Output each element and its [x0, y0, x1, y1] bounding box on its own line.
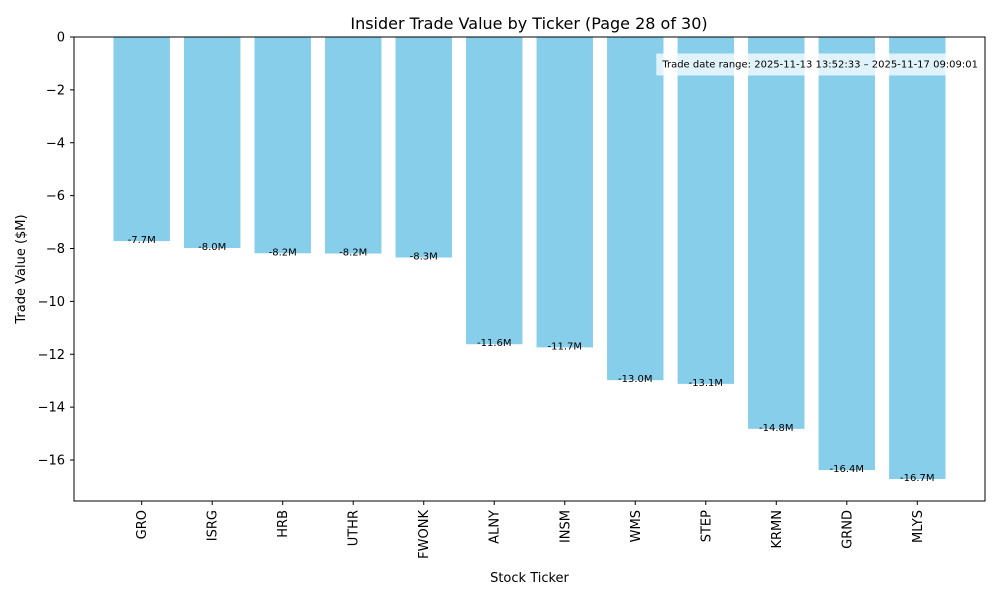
annotation: Trade date range: 2025-11-13 13:52:33 – …: [656, 53, 983, 76]
data-label-wms: -13.0M: [618, 374, 653, 385]
data-label-step: -13.1M: [689, 378, 724, 389]
y-tick-label: −2: [46, 83, 65, 98]
x-tick-label-isrg: ISRG: [206, 510, 221, 541]
data-label-uthr: -8.2M: [339, 248, 367, 259]
x-axis-title: Stock Ticker: [490, 571, 569, 586]
bar-isrg: [183, 37, 241, 248]
data-label-hrb: -8.2M: [269, 247, 297, 258]
bar-mlys: [889, 37, 946, 480]
y-tick-label: −4: [46, 136, 65, 151]
x-tick-label-wms: WMS: [629, 510, 644, 542]
bar-wms: [607, 37, 664, 381]
x-tick-label-hrb: HRB: [276, 510, 291, 538]
y-axis: 0 −2 −4 −6 −8 −10 −12 −14 −16: [38, 31, 74, 469]
y-tick-label: 0: [57, 31, 65, 46]
plot-frame: [73, 36, 986, 502]
y-tick-label: −10: [38, 295, 65, 310]
x-tick-label-krmn: KRMN: [770, 510, 785, 549]
data-label-alny: -11.6M: [477, 338, 512, 349]
bars-layer: [113, 37, 946, 480]
y-tick-label: −12: [38, 348, 65, 363]
data-label-fwonk: -8.3M: [410, 251, 438, 262]
y-axis-title: Trade Value ($M): [14, 214, 29, 324]
x-tick-label-uthr: UTHR: [347, 510, 362, 546]
data-label-gro: -7.7M: [128, 235, 156, 246]
data-label-insm: -11.7M: [547, 341, 582, 352]
x-axis: GRO ISRG HRB UTHR FWONK ALNY INSM WMS STEP KRMN GR…: [135, 501, 926, 559]
bar-fwonk: [395, 37, 452, 258]
x-tick-label-alny: ALNY: [488, 510, 503, 544]
chart-title: Insider Trade Value by Ticker (Page 28 o…: [350, 14, 707, 33]
y-tick-label: −6: [46, 189, 65, 204]
bar-gro: [113, 37, 170, 242]
bar-hrb: [254, 37, 311, 254]
x-tick-label-fwonk: FWONK: [417, 510, 432, 559]
data-label-grnd: -16.4M: [830, 464, 865, 475]
y-tick-label: −8: [46, 242, 65, 257]
annotation-box: [656, 53, 983, 76]
bar-alny: [466, 37, 523, 345]
data-label-krmn: -14.8M: [759, 423, 794, 434]
data-labels-layer: -7.7M -8.0M -8.2M -8.2M -8.3M -11.6M -11.7M -13…: [128, 235, 935, 484]
x-tick-label-insm: INSM: [558, 510, 573, 543]
data-label-isrg: -8.0M: [198, 242, 226, 253]
data-label-mlys: -16.7M: [900, 473, 935, 484]
x-tick-label-mlys: MLYS: [911, 510, 926, 543]
bar-uthr: [325, 37, 382, 254]
y-tick-label: −14: [38, 401, 65, 416]
x-tick-label-gro: GRO: [135, 510, 150, 539]
x-tick-label-step: STEP: [699, 510, 714, 542]
bar-krmn: [748, 37, 805, 429]
bar-insm: [536, 37, 593, 348]
bar-grnd: [818, 37, 876, 471]
bar-step: [677, 37, 734, 384]
y-tick-label: −16: [38, 454, 65, 469]
annotation-text: Trade date range: 2025-11-13 13:52:33 – …: [661, 60, 978, 71]
x-tick-label-grnd: GRND: [840, 510, 855, 549]
